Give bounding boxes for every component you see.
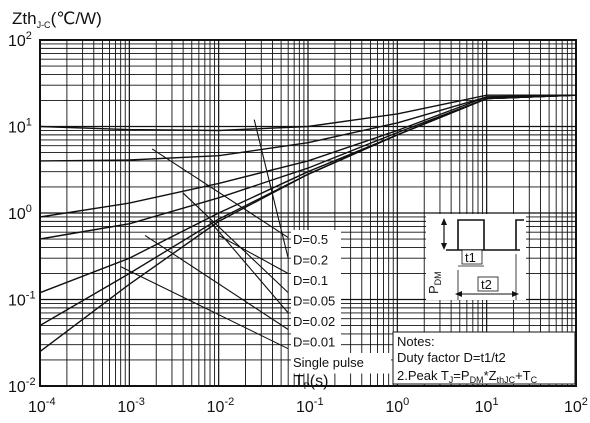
x-tick-labels: 10-4 10-3 10-2 10-1 100 101 102 (28, 396, 588, 416)
legend-leader-lines (120, 119, 289, 350)
plot-border (39, 39, 577, 387)
legend-entry-d-0-01: D=0.01 (293, 335, 335, 350)
series-line-d-0-5 (39, 94, 576, 132)
plot-frame (39, 39, 577, 387)
x-axis-label: TP(s) (294, 373, 328, 391)
x-tick-label: 101 (475, 396, 499, 416)
t2-label: t2 (481, 277, 492, 292)
x-tick-label: 102 (564, 396, 588, 416)
leader-line (218, 234, 289, 274)
legend-entry-d-0-02: D=0.02 (293, 314, 335, 329)
leader-line (120, 266, 289, 350)
y-tick-label: 100 (8, 203, 32, 223)
pdm-label: PDM (426, 271, 443, 294)
pulse-inset: PDM t1 t2 (426, 214, 526, 300)
leader-line (182, 192, 289, 294)
x-tick-label: 10-3 (117, 396, 145, 416)
leader-line (144, 234, 289, 330)
legend-entry-d-0-05: D=0.05 (293, 294, 335, 309)
leader-line (209, 221, 289, 314)
y-tick-labels: 10-2 10-1 100 101 102 (8, 30, 36, 396)
series-line-d-0-1 (39, 94, 577, 218)
notes-title: Notes: (397, 334, 435, 349)
y-tick-label: 10-2 (8, 376, 36, 396)
leader-line (151, 148, 289, 239)
series-line-single-pulse (39, 94, 577, 353)
notes-box: Notes: Duty factor D=t1/t2 2.Peak TJ=PDM… (392, 331, 576, 385)
legend-entry-d-0-5: D=0.5 (293, 232, 328, 247)
x-tick-label: 100 (385, 396, 409, 416)
t1-label: t1 (465, 250, 476, 265)
legend-entry-d-0-2: D=0.2 (293, 253, 328, 268)
notes-line1: Duty factor D=t1/t2 (397, 350, 506, 365)
x-tick-label: 10-1 (296, 396, 324, 416)
legend: D=0.5 D=0.2 D=0.1 D=0.05 D=0.02 D=0.01 Single … (291, 230, 391, 374)
notes-line2: 2.Peak TJ=PDM*ZthJC+TC (397, 368, 538, 385)
leader-line (253, 119, 289, 259)
y-tick-label: 102 (8, 30, 32, 50)
legend-entry-d-0-1: D=0.1 (293, 273, 328, 288)
legend-entry-single-pulse: Single pulse (293, 355, 364, 370)
series-lines (39, 94, 577, 353)
x-tick-label: 10-4 (28, 396, 56, 416)
y-tick-label: 10-1 (8, 290, 36, 310)
x-tick-label: 10-2 (207, 396, 235, 416)
y-tick-label: 101 (8, 117, 32, 137)
y-axis-label: ZthJ-C(℃/W) (12, 9, 102, 30)
